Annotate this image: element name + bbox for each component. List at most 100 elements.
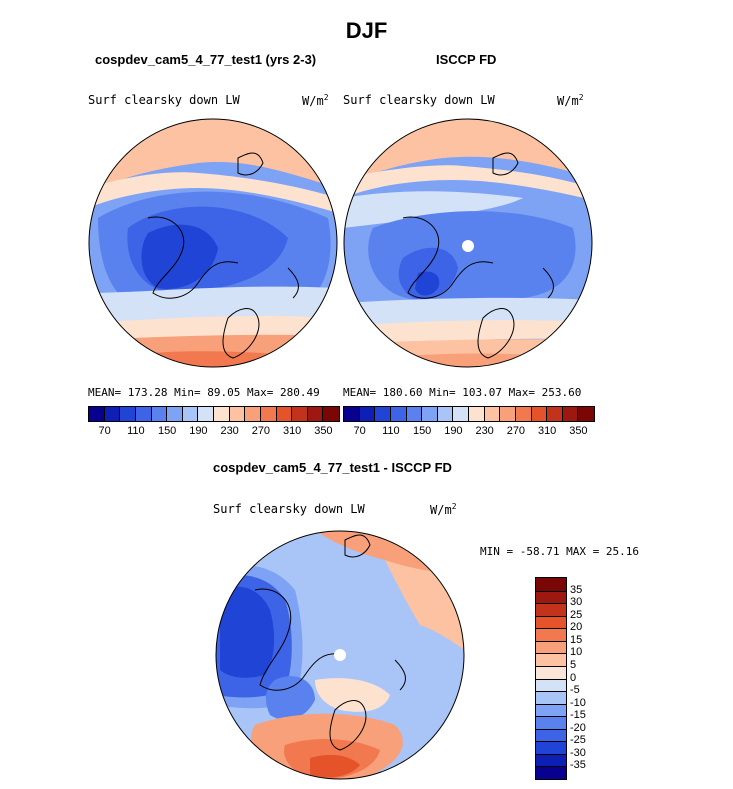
diff-variable-label: Surf clearsky down LW [213, 502, 365, 516]
colorbar-swatch [422, 407, 438, 421]
diff-panel-title: cospdev_cam5_4_77_test1 - ISCCP FD [213, 460, 452, 475]
colorbar-swatch [390, 407, 407, 421]
colorbar-swatch [578, 407, 594, 421]
colorbar-swatch [89, 407, 105, 421]
colorbar-swatch [182, 407, 199, 421]
obs-polar-map [343, 118, 593, 368]
obs-variable-label: Surf clearsky down LW [343, 93, 495, 107]
model-colorbar [88, 406, 340, 422]
diff-units-label: W/m2 [430, 502, 457, 517]
colorbar-tick-label: 230 [475, 425, 494, 437]
obs-units-label: W/m2 [557, 93, 584, 108]
model-panel-title: cospdev_cam5_4_77_test1 (yrs 2-3) [95, 52, 317, 67]
obs-stats: MEAN= 180.60 Min= 103.07 Max= 253.60 [343, 386, 582, 399]
colorbar-tick-label: 150 [412, 425, 432, 437]
diff-pole-hole [334, 649, 346, 661]
colorbar-tick-label: 190 [189, 425, 208, 437]
colorbar-tick-label: 350 [314, 425, 333, 437]
colorbar-swatch [344, 407, 360, 421]
diff-polar-map [215, 530, 465, 780]
colorbar-swatch [536, 590, 566, 604]
colorbar-tick-label: -25 [570, 734, 586, 747]
colorbar-tick-label: 270 [506, 425, 526, 437]
colorbar-tick-label: 310 [537, 425, 557, 437]
colorbar-tick-label: 70 [353, 425, 366, 437]
colorbar-tick-label: -30 [570, 746, 586, 759]
colorbar-swatch [536, 753, 566, 767]
colorbar-swatch [135, 407, 152, 421]
colorbar-swatch [547, 407, 563, 421]
colorbar-tick-label: 5 [570, 658, 577, 671]
colorbar-tick-label: 20 [570, 621, 583, 634]
colorbar-tick-label: 310 [282, 425, 302, 437]
colorbar-swatch [151, 407, 168, 421]
obs-coldest-core [415, 271, 440, 296]
model-variable-label: Surf clearsky down LW [88, 93, 240, 107]
colorbar-tick-label: 230 [220, 425, 239, 437]
colorbar-swatch [104, 407, 121, 421]
colorbar-swatch [536, 766, 566, 779]
colorbar-swatch [536, 728, 566, 742]
colorbar-tick-label: 270 [251, 425, 271, 437]
colorbar-tick-label: 150 [157, 425, 177, 437]
colorbar-swatch [198, 407, 214, 421]
colorbar-swatch [536, 578, 566, 591]
colorbar-swatch [484, 407, 501, 421]
colorbar-swatch [167, 407, 183, 421]
colorbar-tick-label: 110 [127, 425, 145, 437]
colorbar-tick-label: -15 [570, 709, 586, 722]
colorbar-swatch [245, 407, 261, 421]
colorbar-tick-label: 110 [382, 425, 400, 437]
model-coastlines [147, 152, 299, 359]
colorbar-swatch [536, 603, 566, 616]
colorbar-tick-label: 35 [570, 583, 583, 596]
colorbar-tick-label: 30 [570, 596, 583, 609]
diff-coastlines [254, 534, 406, 751]
colorbar-tick-label: 190 [444, 425, 463, 437]
colorbar-tick-label: 70 [98, 425, 111, 437]
colorbar-tick-label: -5 [570, 684, 580, 697]
colorbar-swatch [536, 741, 566, 754]
colorbar-swatch [536, 615, 566, 629]
colorbar-swatch [214, 407, 230, 421]
colorbar-swatch [536, 703, 566, 717]
colorbar-tick-label: 350 [569, 425, 588, 437]
colorbar-swatch [375, 407, 391, 421]
colorbar-tick-label: -20 [570, 721, 586, 734]
colorbar-swatch [469, 407, 485, 421]
colorbar-swatch [406, 407, 423, 421]
colorbar-swatch [359, 407, 376, 421]
obs-pole-hole [462, 240, 474, 252]
colorbar-swatch [536, 678, 566, 692]
colorbar-swatch [120, 407, 136, 421]
colorbar-swatch [437, 407, 454, 421]
model-north-warm-band [89, 119, 337, 193]
colorbar-swatch [536, 640, 566, 654]
colorbar-tick-label: 10 [570, 646, 583, 659]
colorbar-swatch [536, 691, 566, 704]
colorbar-swatch [229, 407, 246, 421]
colorbar-swatch [323, 407, 339, 421]
colorbar-swatch [536, 653, 566, 666]
obs-colorbar [343, 406, 595, 422]
colorbar-swatch [292, 407, 308, 421]
obs-coastlines [402, 152, 554, 359]
colorbar-tick-label: 25 [570, 608, 583, 621]
colorbar-tick-label: -35 [570, 759, 586, 772]
diff-colorbar [535, 577, 567, 780]
colorbar-swatch [531, 407, 548, 421]
colorbar-swatch [536, 665, 566, 679]
model-stats: MEAN= 173.28 Min= 89.05 Max= 280.49 [88, 386, 320, 399]
colorbar-swatch [536, 716, 566, 729]
colorbar-swatch [276, 407, 293, 421]
colorbar-swatch [515, 407, 532, 421]
colorbar-swatch [536, 628, 566, 641]
obs-cold-region [368, 211, 576, 303]
model-polar-map [88, 118, 338, 368]
diff-minmax: MIN = -58.71 MAX = 25.16 [480, 545, 639, 558]
colorbar-tick-label: 15 [570, 633, 583, 646]
colorbar-swatch [500, 407, 516, 421]
model-units-label: W/m2 [302, 93, 329, 108]
colorbar-tick-label: 0 [570, 671, 577, 684]
figure-title: DJF [345, 18, 388, 43]
